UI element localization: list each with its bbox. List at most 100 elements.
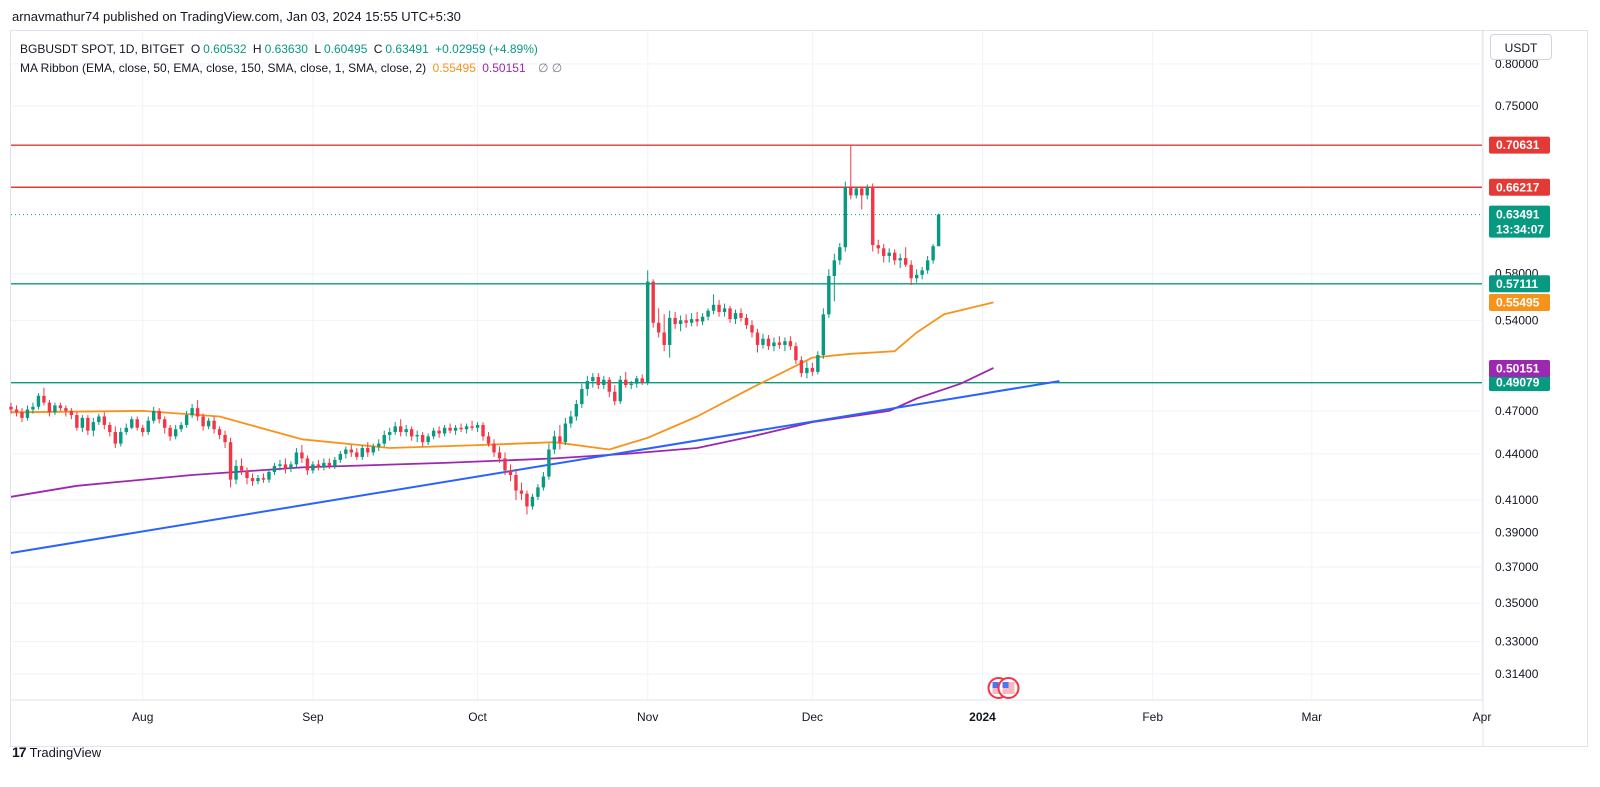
candle [360,445,364,460]
candle-body [316,464,321,468]
candle [102,412,107,430]
candle-body [684,320,688,323]
x-tick-label: Sep [302,710,324,724]
candle [42,387,46,406]
candle-body [256,478,260,482]
flag-canton [992,682,999,688]
candle-body [300,452,304,459]
last-price-badge-bg [1489,205,1550,238]
candle-body [706,310,710,317]
candle [173,424,178,440]
candle [58,402,63,411]
y-tick-label: 0.33000 [1495,635,1539,649]
candle [256,475,260,485]
candle-body [865,187,869,196]
candle-body [508,470,513,476]
candle [36,393,41,410]
candle [300,445,304,463]
candle [217,426,222,440]
candle [596,373,601,390]
candle-body [86,417,90,431]
candle-body [184,415,189,425]
symbol-label[interactable]: BGBUSDT SPOT, 1D, BITGET [20,42,185,56]
candle [860,187,864,210]
candle [794,342,798,365]
candle [673,311,677,329]
candle [316,459,321,471]
candle-body [810,367,815,372]
change-value: +0.02959 (+4.89%) [435,42,538,56]
candle [503,452,507,476]
ema-50-line [10,301,994,451]
candle-body [371,446,375,453]
candle [377,439,381,451]
candle [936,213,941,247]
candle [283,458,288,474]
candle-body [393,426,397,433]
level-price-badge-bg [1489,178,1550,196]
us-event-flag-icon[interactable] [997,677,1020,699]
candle-body [179,424,183,430]
empty-values: ∅ ∅ [537,61,563,75]
candle [108,422,112,437]
candle-body [470,426,474,428]
candle-body [283,464,288,469]
level-price-badge: 0.57111 [1496,277,1538,291]
candle [799,356,804,378]
candle-body [744,317,749,326]
candle-body [36,395,41,407]
candle-body [305,458,310,471]
candle-body [711,304,716,311]
candle-body [409,429,414,437]
candle-body [569,416,573,424]
candle-body [69,410,74,416]
candle-body [635,378,639,384]
y-tick-label: 0.75000 [1495,99,1539,113]
candle-body [404,429,408,433]
candle-body [377,443,381,447]
symbol-legend-row: BGBUSDT SPOT, 1D, BITGET O 0.60532 H 0.636… [20,40,565,59]
candle [179,422,183,433]
candle [53,402,57,416]
candle-body [541,476,546,488]
candle-body [97,416,101,423]
candle-body [750,325,754,333]
candle [426,433,430,446]
candle [931,244,935,264]
tradingview-logo[interactable]: 17 TradingView [12,744,101,760]
candle-body [618,379,622,402]
candle-body [20,412,24,418]
candle [442,424,447,437]
candle-body [338,453,343,460]
candle-body [245,470,249,479]
candle [223,430,227,449]
candle-body [816,355,820,372]
candle-body [14,409,19,413]
candle [349,445,354,457]
candle-body [854,188,858,196]
candle-body [662,332,666,345]
candle-body [717,304,721,312]
candle-body [892,252,897,261]
candle [876,239,880,254]
candle [206,417,211,430]
candle-body [486,436,491,444]
candle [492,439,496,457]
candle [14,405,19,417]
candle [602,375,606,390]
candle [925,255,930,274]
candle-body [130,419,134,428]
candle [250,473,255,486]
indicator-label[interactable]: MA Ribbon (EMA, close, 50, EMA, close, 1… [20,61,427,75]
candle-body [239,465,244,471]
currency-button[interactable]: USDT [1490,34,1552,60]
candle-body [766,338,771,347]
candle [761,333,765,349]
candle-body [437,430,441,434]
candle [404,424,408,437]
candle [338,450,343,463]
candle-body [645,281,650,383]
candle [453,424,458,435]
candle-body [228,442,233,480]
